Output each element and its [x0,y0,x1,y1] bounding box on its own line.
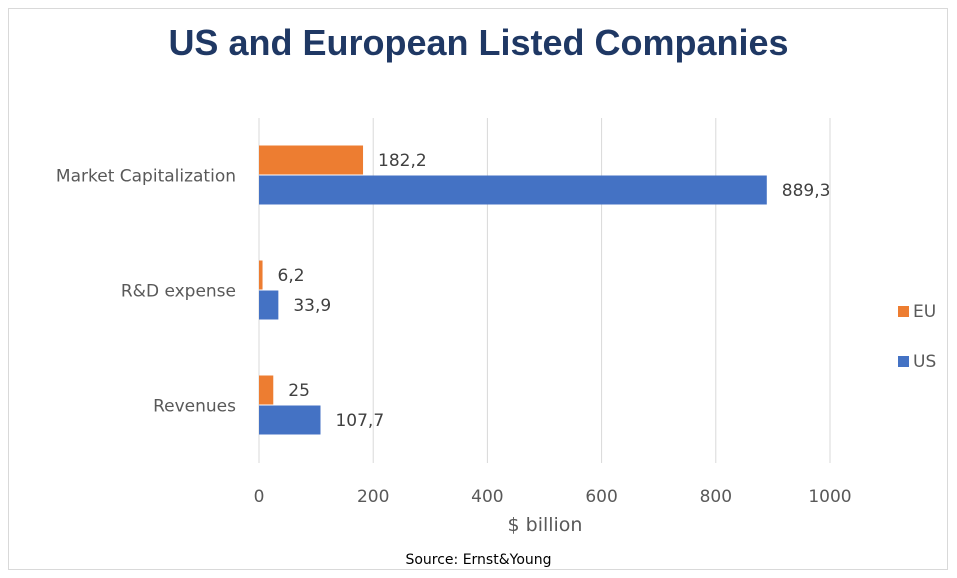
x-tick-label: 800 [700,487,732,507]
x-tick-label: 200 [357,487,389,507]
x-tick-label: 600 [585,487,617,507]
legend-swatch-eu [898,306,909,317]
chart-frame [8,8,948,570]
bar-us [259,290,279,320]
legend-swatch-us [898,356,909,367]
bar-eu [259,145,364,175]
x-tick-label: 1000 [808,487,851,507]
data-label: 107,7 [335,411,384,431]
category-label: R&D expense [121,282,236,302]
category-label: Revenues [153,397,236,417]
bar-eu [259,260,263,290]
bar-us [259,405,321,435]
x-axis-label: $ billion [508,514,583,536]
data-label: 33,9 [293,296,331,316]
data-label: 6,2 [278,266,305,286]
data-label: 182,2 [378,151,427,171]
bar-eu [259,375,274,405]
chart-title: US and European Listed Companies [168,22,789,63]
x-tick-label: 400 [471,487,503,507]
bar-us [259,175,767,205]
legend-label: US [913,352,936,372]
chart-source: Source: Ernst&Young [405,552,552,568]
category-label: Market Capitalization [56,167,236,187]
legend-label: EU [913,302,936,322]
data-label: 25 [288,381,310,401]
x-tick-label: 0 [254,487,265,507]
data-label: 889,3 [782,181,831,201]
